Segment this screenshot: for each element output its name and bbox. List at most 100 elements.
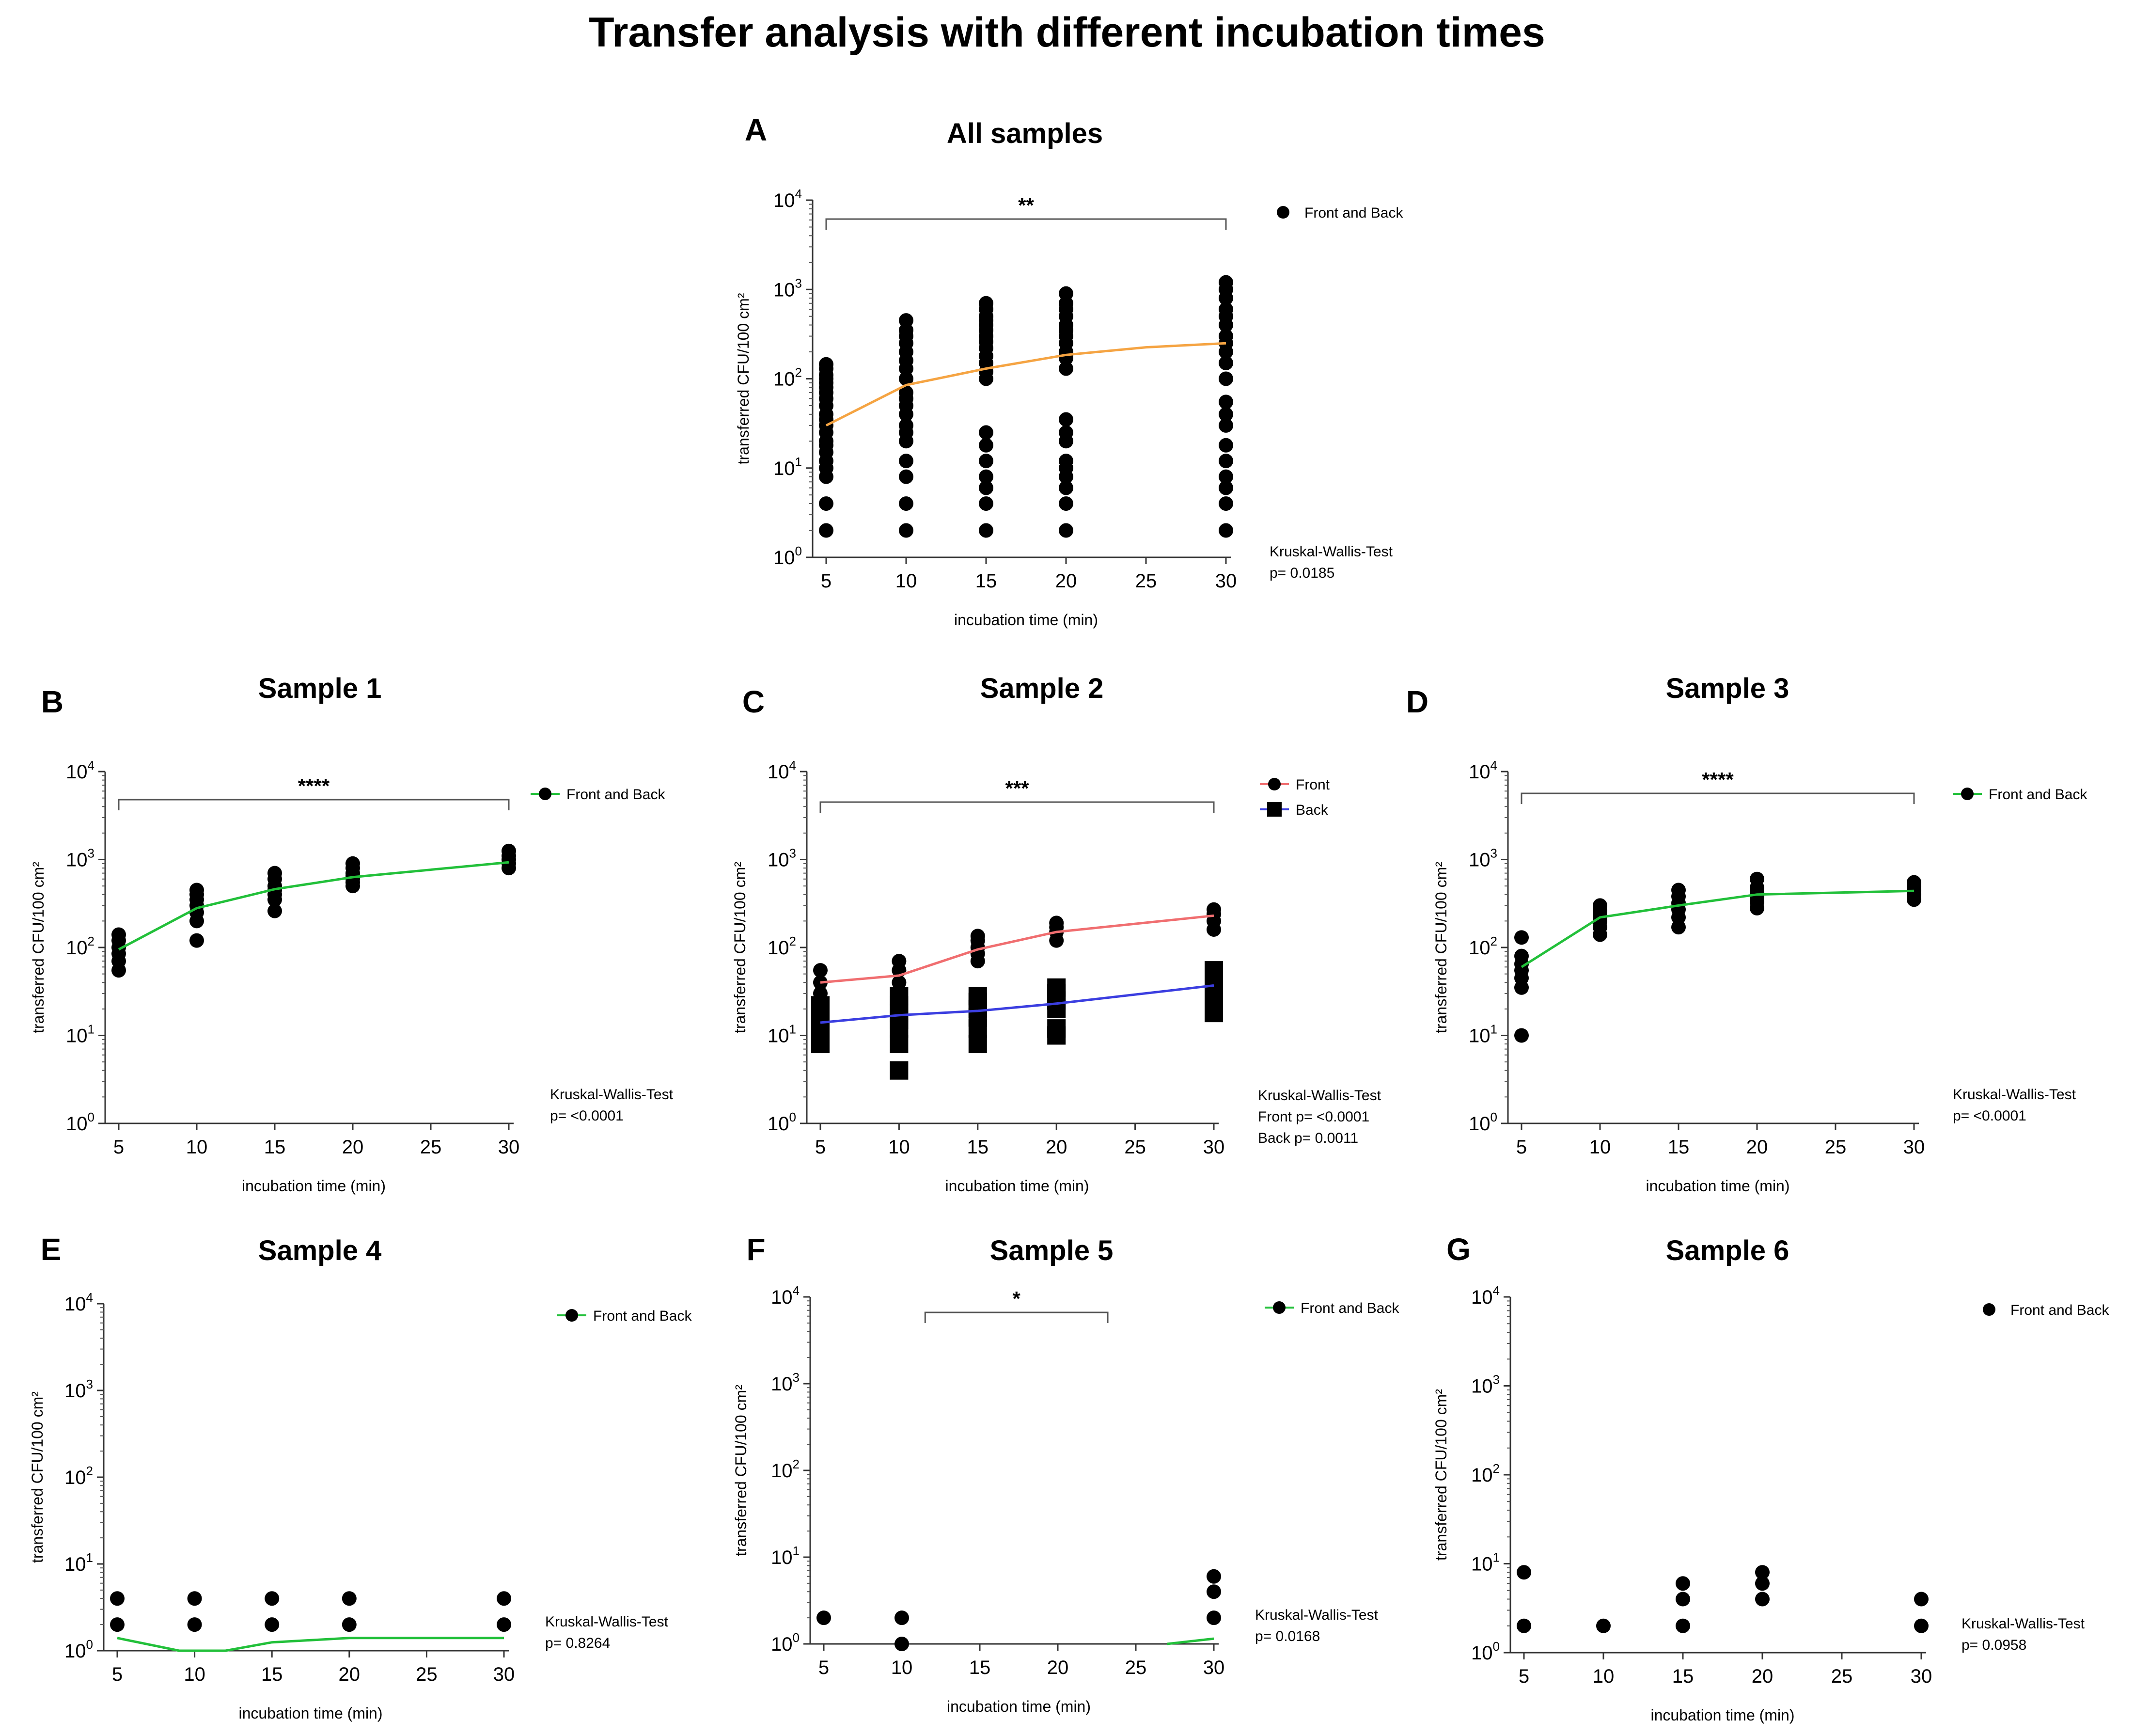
legend-marker <box>1273 1301 1286 1314</box>
y-axis-label: transferred CFU/100 cm² <box>735 293 752 464</box>
y-tick-label: 102 <box>768 934 796 959</box>
x-tick-label: 25 <box>1825 1136 1847 1158</box>
data-point <box>267 866 282 881</box>
data-point <box>265 1617 280 1632</box>
trend-line <box>1521 889 1914 968</box>
significance-bracket <box>825 218 1227 230</box>
legend-marker <box>565 1309 578 1322</box>
data-point <box>1671 883 1686 898</box>
y-tick-label: 103 <box>768 846 796 871</box>
data-point <box>892 954 907 969</box>
data-point <box>497 1591 511 1606</box>
data-point <box>1059 286 1073 301</box>
y-axis-label: transferred CFU/100 cm² <box>1432 1389 1450 1561</box>
y-tick-label: 102 <box>66 934 94 959</box>
x-tick-label: 5 <box>112 1664 123 1685</box>
series-front-and-back <box>816 1569 1221 1651</box>
stat-text: p= <0.0001 <box>550 1108 624 1124</box>
x-tick-label: 5 <box>821 570 832 592</box>
x-tick-label: 25 <box>420 1136 442 1158</box>
data-point <box>502 843 516 858</box>
panel-f: Sample 5 F 100 101 102 103 104 5 10 15 20 25 30 incub… <box>732 1232 1399 1715</box>
data-point <box>1676 1618 1690 1633</box>
y-tick-label: 100 <box>1469 1110 1497 1135</box>
y-tick-label: 103 <box>66 846 94 871</box>
x-tick-label: 10 <box>186 1136 208 1158</box>
data-point <box>979 469 993 484</box>
x-tick-label: 25 <box>416 1664 438 1685</box>
data-point <box>187 1617 202 1632</box>
data-point <box>819 357 833 372</box>
data-point <box>1517 1618 1531 1633</box>
y-tick-label: 100 <box>66 1110 94 1135</box>
y-tick-label: 102 <box>773 365 802 390</box>
data-point <box>1517 1565 1531 1580</box>
x-axis-label: incubation time (min) <box>947 1698 1091 1715</box>
x-tick-label: 5 <box>113 1136 124 1158</box>
y-tick-label: 100 <box>768 1110 796 1135</box>
y-tick-label: 101 <box>773 455 802 479</box>
legend-label: Front and Back <box>1989 787 2087 803</box>
y-tick-label: 103 <box>1471 1373 1500 1397</box>
x-tick-label: 30 <box>1903 1136 1925 1158</box>
data-point <box>979 296 993 311</box>
y-tick-label: 104 <box>1469 758 1497 783</box>
data-point <box>189 933 204 948</box>
panel-letter: G <box>1446 1232 1471 1267</box>
data-point <box>890 1035 909 1054</box>
panel-b: Sample 1 B 100 101 102 103 104 5 10 15 20 25 30 incub… <box>30 673 674 1195</box>
stat-text: Kruskal-Wallis-Test <box>1961 1616 2085 1632</box>
data-point <box>894 1637 909 1651</box>
data-point <box>816 1610 831 1626</box>
data-point <box>110 1617 125 1632</box>
x-tick-label: 10 <box>184 1664 205 1685</box>
legend-marker <box>1961 788 1974 800</box>
y-tick-label: 100 <box>771 1630 800 1655</box>
legend-marker <box>1267 802 1282 817</box>
x-tick-label: 20 <box>1752 1666 1773 1687</box>
legend-item: Back <box>1260 802 1329 818</box>
stat-text: p= 0.0185 <box>1270 565 1334 581</box>
series-front-and-back <box>111 843 516 978</box>
data-point <box>265 1591 280 1606</box>
data-point <box>1049 915 1064 931</box>
data-point <box>899 523 913 538</box>
x-axis-label: incubation time (min) <box>945 1177 1089 1195</box>
series-front <box>813 902 1221 1043</box>
y-axis-label: transferred CFU/100 cm² <box>1432 862 1450 1033</box>
data-point <box>1219 480 1233 495</box>
stat-text: Kruskal-Wallis-Test <box>1258 1088 1381 1104</box>
significance-bracket <box>1521 792 1915 804</box>
data-point <box>899 371 913 386</box>
stat-text: Back p= 0.0011 <box>1258 1130 1358 1146</box>
data-point <box>813 975 828 990</box>
panel-c: Sample 2 C 100 101 102 103 104 5 10 15 20 25 30 incub… <box>731 673 1381 1195</box>
data-point <box>1907 875 1921 890</box>
legend-label: Front <box>1296 777 1330 793</box>
data-point <box>1219 438 1233 453</box>
data-point <box>979 425 993 440</box>
stat-text: p= <0.0001 <box>1953 1108 2026 1124</box>
significance-label: *** <box>1005 777 1029 800</box>
panel-title: Sample 6 <box>1666 1235 1789 1266</box>
data-point <box>1059 480 1073 495</box>
trend-line <box>820 984 1214 1024</box>
x-tick-label: 30 <box>498 1136 520 1158</box>
data-point <box>1676 1576 1690 1591</box>
x-tick-label: 15 <box>1668 1136 1690 1158</box>
legend-marker <box>539 788 551 800</box>
data-point <box>1219 302 1233 317</box>
x-tick-label: 25 <box>1831 1666 1853 1687</box>
x-tick-label: 25 <box>1125 1657 1147 1678</box>
data-point <box>342 1617 357 1632</box>
legend-item: Front and Back <box>531 787 665 803</box>
significance-bracket <box>118 799 510 810</box>
y-axis-label: transferred CFU/100 cm² <box>29 1391 46 1563</box>
x-tick-label: 20 <box>1046 1136 1067 1158</box>
data-point <box>1207 1610 1221 1626</box>
data-point <box>1219 395 1233 410</box>
legend-item: Front and Back <box>1277 205 1403 221</box>
x-tick-label: 15 <box>967 1136 989 1158</box>
panel-d: Sample 3 D 100 101 102 103 104 5 10 15 20 25 30 incub… <box>1406 673 2088 1195</box>
data-point <box>1219 356 1233 371</box>
